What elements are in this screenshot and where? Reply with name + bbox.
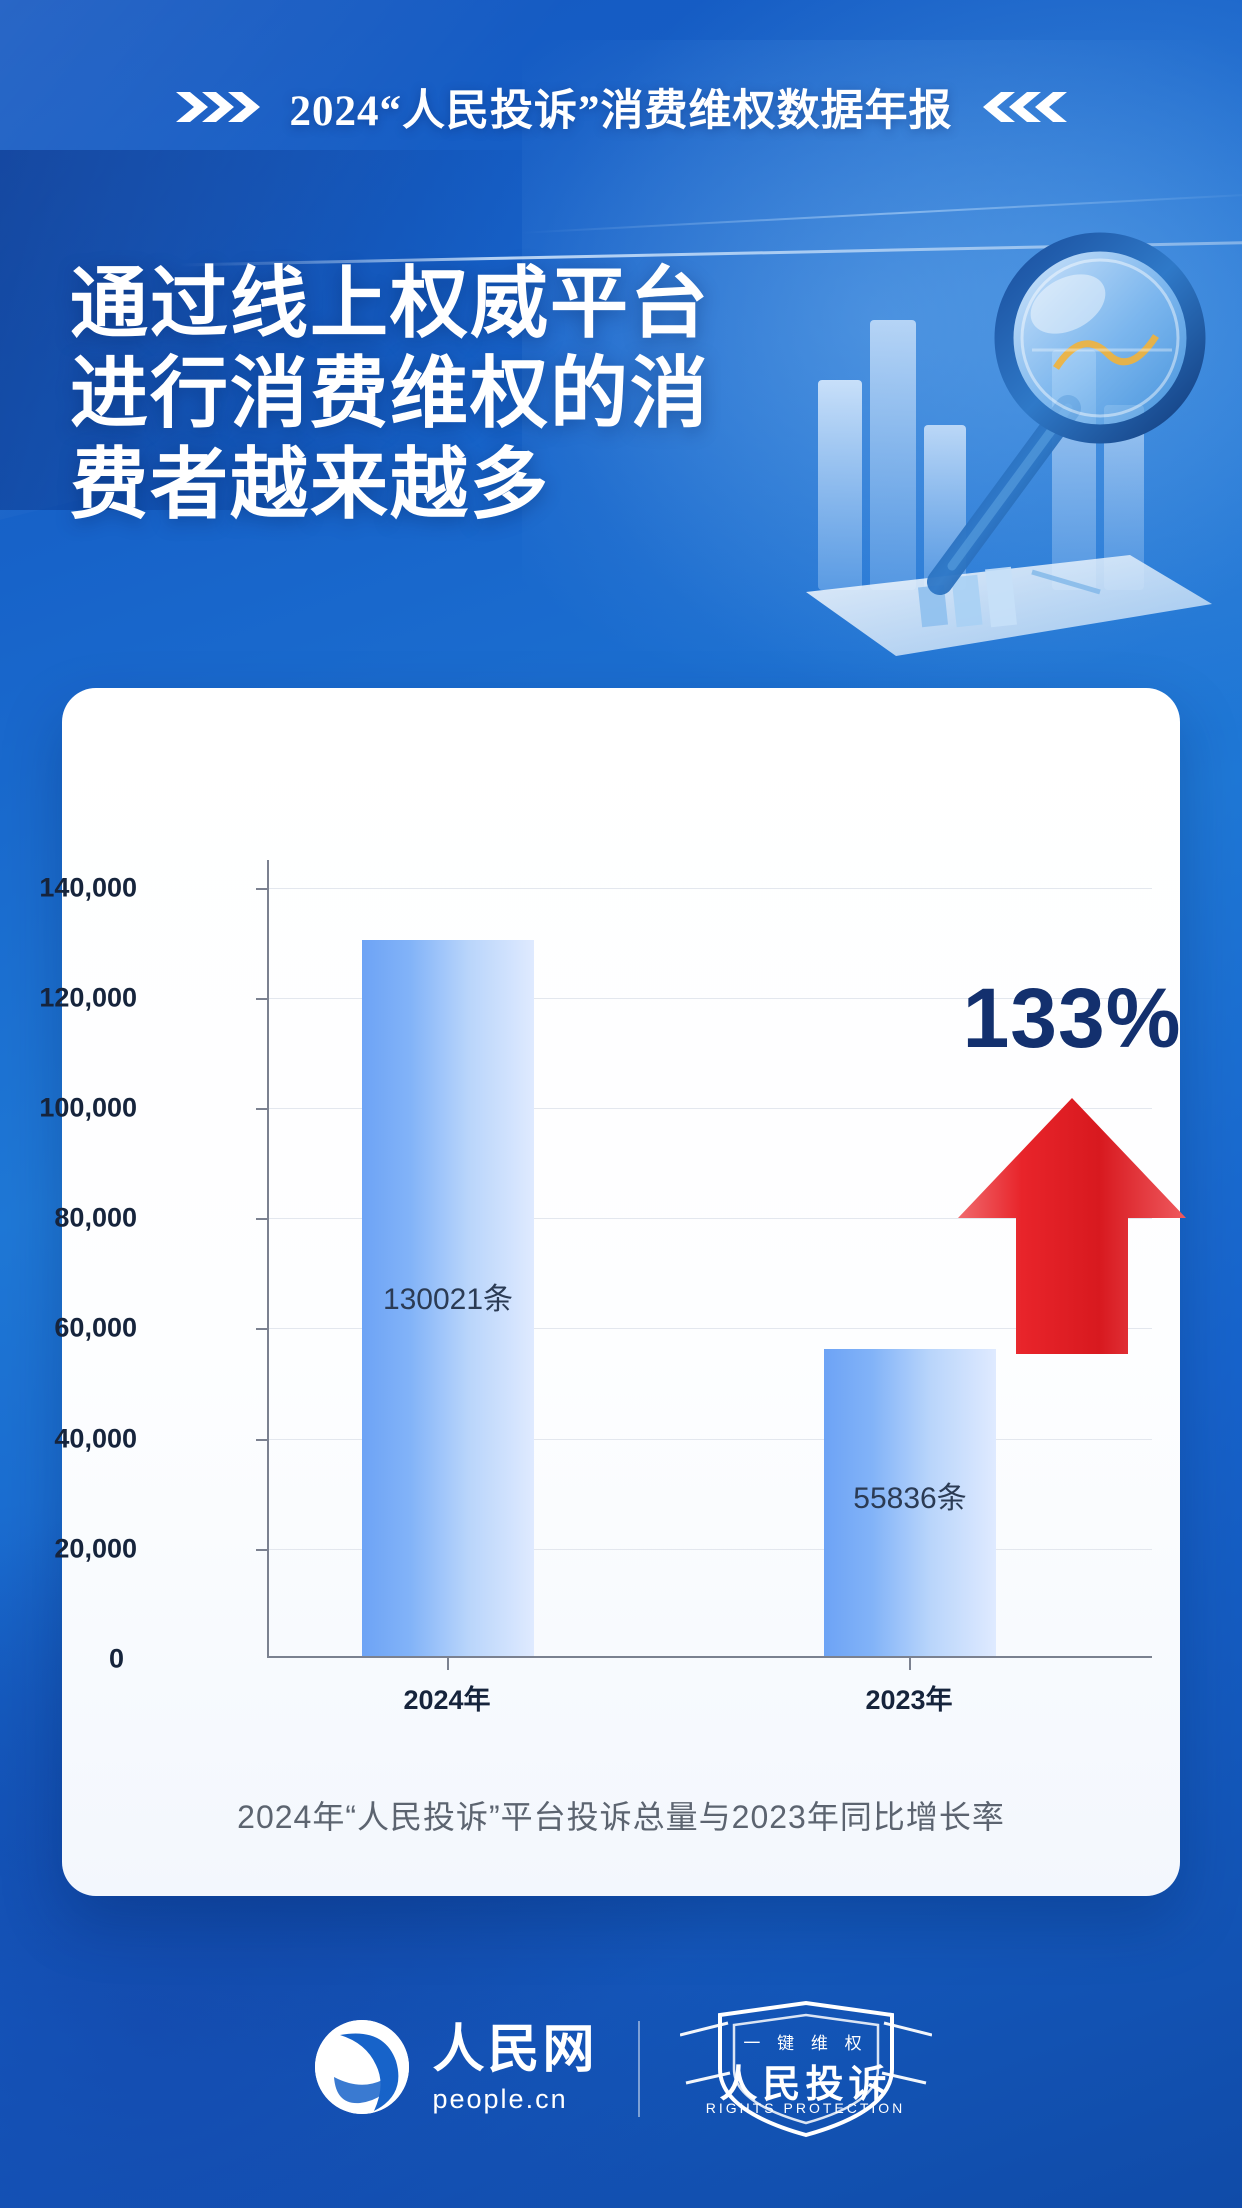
header: 2024“人民投诉”消费维权数据年报 xyxy=(0,76,1242,138)
x-axis-label-2023: 2023年 xyxy=(865,1685,953,1715)
up-arrow-icon xyxy=(942,1092,1202,1362)
gridline xyxy=(267,1438,1152,1440)
gridline xyxy=(267,1108,1152,1109)
page-headline: 通过线上权威平台 进行消费维权的消 费者越来越多 xyxy=(70,258,790,529)
people-daily-globe-icon xyxy=(310,2015,414,2124)
chevrons-left-icon xyxy=(975,90,1067,124)
bar-2023: 55836条 xyxy=(824,1349,996,1656)
gridline xyxy=(267,1548,1152,1550)
y-axis-label: 100,000 xyxy=(39,1092,137,1123)
y-tick xyxy=(256,1438,269,1441)
y-tick xyxy=(256,1328,269,1331)
people-cn-logo: 人民网 people.cn xyxy=(310,2015,597,2124)
gridline xyxy=(267,1218,1152,1220)
y-tick xyxy=(256,1108,269,1110)
x-tick xyxy=(909,1658,911,1670)
document-icon xyxy=(806,555,1212,656)
footer: 人民网 people.cn 一 键 维 权 人民投诉 RIGHTS PROTEC… xyxy=(0,1994,1242,2144)
y-axis-label: 80,000 xyxy=(54,1202,137,1233)
chevrons-right-icon xyxy=(175,90,268,124)
x-axis xyxy=(267,1656,1152,1658)
bar-value-2024: 130021条 xyxy=(382,1283,514,1316)
magnifier-illustration xyxy=(800,200,1220,700)
people-cn-name: 人民网 xyxy=(432,2022,598,2079)
magnifier-icon xyxy=(927,232,1206,595)
chart-caption: 2024年“人民投诉”平台投诉总量与2023年同比增长率 xyxy=(237,1799,1005,1835)
growth-percentage: 133% xyxy=(962,971,1182,1065)
y-tick xyxy=(256,997,269,1000)
y-axis-label-zero: 0 xyxy=(108,1643,124,1674)
platform-name: 人民投诉 xyxy=(719,2064,892,2106)
y-tick xyxy=(256,1548,269,1551)
shield-icon xyxy=(717,2000,894,2138)
chart-plot-area: 140,000 120,000 100,000 80,000 60,000 40… xyxy=(39,860,1186,1715)
footer-divider xyxy=(637,2021,640,2117)
gridline xyxy=(267,997,1152,999)
y-tick xyxy=(256,887,269,890)
x-tick xyxy=(447,1658,449,1670)
x-axis-label-2024: 2024年 xyxy=(403,1685,491,1715)
y-axis-label: 120,000 xyxy=(39,982,137,1013)
header-title: 2024“人民投诉”消费维权数据年报 xyxy=(289,88,953,135)
bar-2024: 130021条 xyxy=(362,940,534,1656)
headline-line-2: 进行消费维权的消 xyxy=(70,349,711,438)
gridline xyxy=(267,887,1152,889)
y-axis xyxy=(267,860,269,1658)
y-axis-label: 20,000 xyxy=(54,1533,137,1564)
y-axis-label: 60,000 xyxy=(54,1312,137,1343)
complaint-platform-logo: 一 键 维 权 人民投诉 RIGHTS PROTECTION xyxy=(679,1999,932,2139)
y-axis-label: 140,000 xyxy=(39,872,137,903)
platform-name-en: RIGHTS PROTECTION xyxy=(705,2100,906,2116)
platform-subtitle: 一 键 维 权 xyxy=(743,2034,868,2053)
chart-card: 140,000 120,000 100,000 80,000 60,000 40… xyxy=(39,688,1186,1896)
headline-line-3: 费者越来越多 xyxy=(70,439,551,528)
bar-value-2023: 55836条 xyxy=(853,1482,967,1515)
y-axis-label: 40,000 xyxy=(54,1423,137,1454)
gridline xyxy=(267,1328,1152,1330)
y-tick xyxy=(256,1218,269,1221)
headline-line-1: 通过线上权威平台 xyxy=(70,259,711,347)
bar-chart-icon xyxy=(818,320,1144,590)
people-cn-domain: people.cn xyxy=(432,2084,568,2114)
